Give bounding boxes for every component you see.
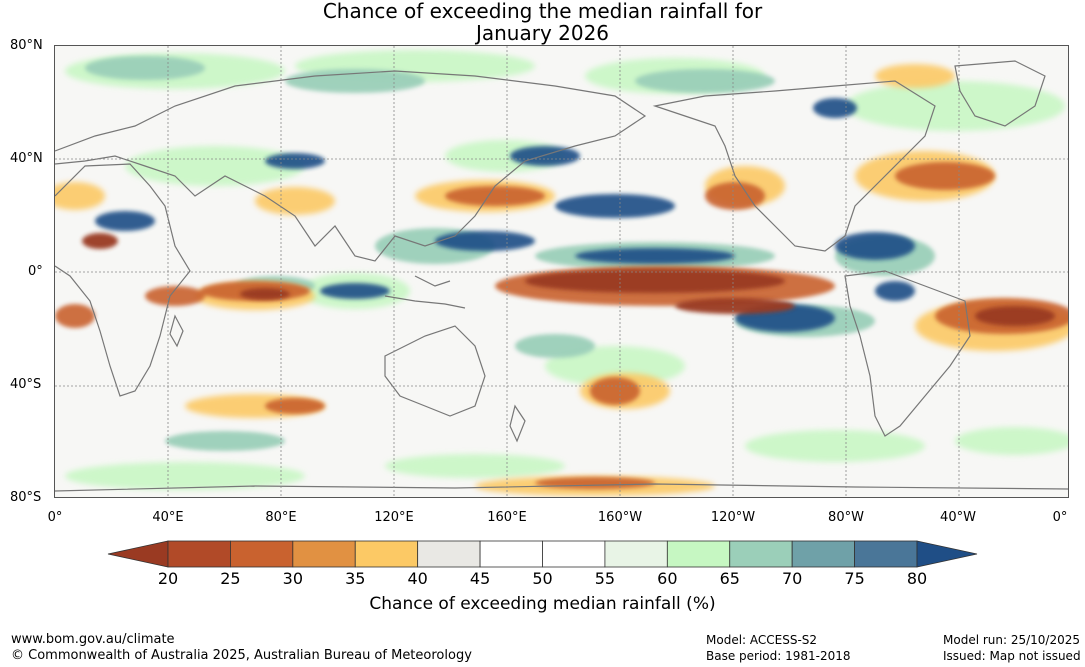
lat-label-0: 0° xyxy=(28,264,43,279)
colorbar-tick-label: 65 xyxy=(719,569,740,588)
colorbar-tick-label: 20 xyxy=(157,569,179,588)
lon-label-40e: 40°E xyxy=(152,510,184,525)
lon-label-160e: 160°E xyxy=(487,510,527,525)
rainfall-map xyxy=(54,45,1069,498)
lon-label-40w: 40°W xyxy=(940,510,976,525)
coastlines xyxy=(55,60,1068,492)
map-canvas xyxy=(55,46,1068,497)
lon-label-0: 0° xyxy=(47,510,63,525)
footer-copyright: © Commonwealth of Australia 2025, Austra… xyxy=(11,648,472,663)
colorbar-segment xyxy=(292,540,356,568)
colorbar-segment xyxy=(167,540,231,568)
colorbar-tick-label: 25 xyxy=(220,569,241,588)
colorbar-segment xyxy=(542,540,606,568)
dry-strong-regions xyxy=(82,233,1055,326)
colorbar-segment xyxy=(230,540,294,568)
footer-issued: Issued: Map not issued xyxy=(943,649,1081,663)
lat-label-40s: 40°S xyxy=(10,377,42,392)
colorbar-segment xyxy=(791,540,855,568)
lon-label-120w: 120°W xyxy=(710,510,756,525)
graticule xyxy=(55,46,1068,497)
lat-label-80n: 80°N xyxy=(10,38,43,53)
lon-label-80e: 80°E xyxy=(265,510,297,525)
lat-label-80s: 80°S xyxy=(10,490,42,505)
footer-model-run: Model run: 25/10/2025 xyxy=(943,633,1081,647)
colorbar-tick-label: 45 xyxy=(469,569,491,588)
colorbar-tick-label: 30 xyxy=(282,569,303,588)
lon-label-120e: 120°E xyxy=(374,510,414,525)
colorbar-tick-label: 70 xyxy=(781,569,803,588)
footer-url: www.bom.gov.au/climate xyxy=(11,632,175,647)
colorbar-extend-high xyxy=(916,540,978,568)
colorbar-segment xyxy=(417,540,481,568)
footer-model: Model: ACCESS-S2 xyxy=(706,633,818,647)
lon-label-160w: 160°W xyxy=(597,510,643,525)
colorbar-segment xyxy=(604,540,668,568)
lat-label-40n: 40°N xyxy=(10,151,43,166)
colorbar-segment xyxy=(854,540,918,568)
map-title-line-2: January 2026 xyxy=(475,21,610,45)
colorbar-segment xyxy=(354,540,419,568)
colorbar-tick-label: 50 xyxy=(532,569,553,588)
colorbar-tick-label: 40 xyxy=(407,569,428,588)
colorbar-extend-low xyxy=(107,540,169,568)
colorbar-segment xyxy=(666,540,731,568)
colorbar-tick-label: 60 xyxy=(657,569,678,588)
colorbar-tick-label: 35 xyxy=(345,569,366,588)
map-title-line-1: Chance of exceeding the median rainfall … xyxy=(322,0,763,23)
lon-label-80w: 80°W xyxy=(828,510,864,525)
colorbar-segment xyxy=(729,540,793,568)
colorbar-tick-label: 80 xyxy=(906,569,928,588)
colorbar-title: Chance of exceeding median rainfall (%) xyxy=(369,594,716,614)
lon-label-0-right: 0° xyxy=(1052,510,1068,525)
colorbar-tick-label: 75 xyxy=(844,569,865,588)
colorbar-segment xyxy=(479,540,543,568)
footer-base-period: Base period: 1981-2018 xyxy=(706,649,851,663)
colorbar-tick-label: 55 xyxy=(594,569,616,588)
